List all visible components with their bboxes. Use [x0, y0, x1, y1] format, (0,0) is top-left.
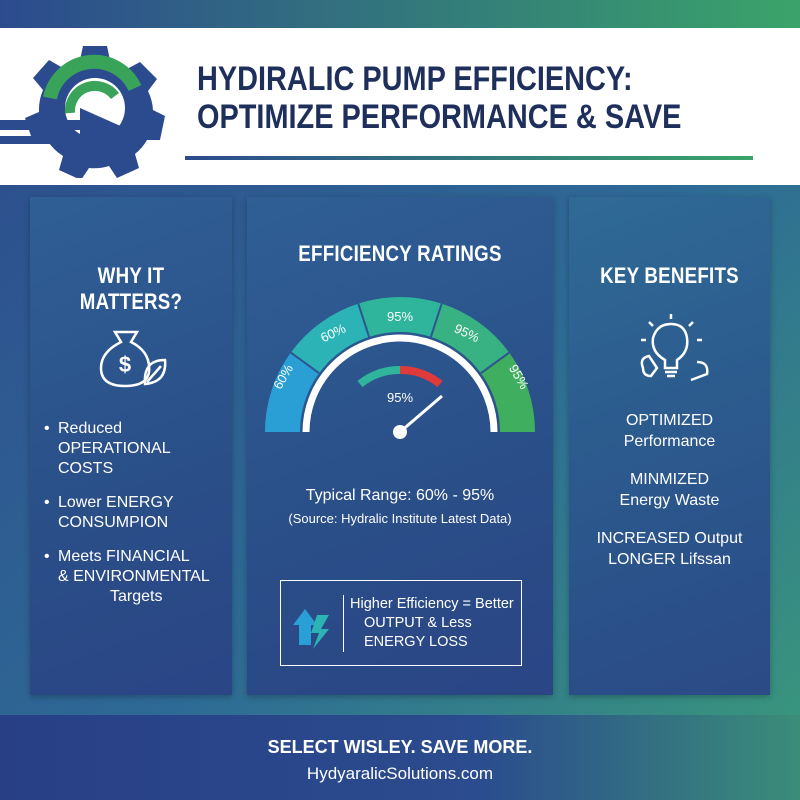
gauge-center-label: 95%	[387, 390, 413, 405]
benefit-line: LONGER Lifssan	[608, 551, 731, 568]
callout-text: Higher Efficiency = Better OUTPUT & Less…	[343, 595, 528, 652]
benefit: MINMIZED Energy Waste	[569, 469, 770, 511]
benefit: OPTIMIZED Performance	[569, 410, 770, 452]
right-panel: KEY BENEFITS OPTIMIZED Performance MINMI…	[569, 197, 770, 695]
gauge-label: 95%	[387, 309, 413, 324]
bullet: • Meets FINANCIAL & ENVIRONMENTAL Target…	[44, 547, 229, 607]
benefit-line: MINMIZED	[629, 471, 710, 488]
header: HYDIRALIC PUMP EFFICIENCY: OPTIMIZE PERF…	[0, 28, 800, 185]
footer: SELECT WISLEY. SAVE MORE. HydyaralicSolu…	[0, 715, 800, 800]
divider	[185, 156, 753, 160]
title-line: OPTIMIZE PERFORMANCE & SAVE	[197, 98, 682, 136]
benefit-line: OPTIMIZED	[625, 412, 714, 429]
svg-text:$: $	[119, 352, 131, 377]
bullet: • Reduced OPERATIONAL COSTS	[44, 419, 229, 479]
benefit-line: INCREASED Output	[596, 530, 743, 547]
top-bar	[0, 0, 800, 28]
money-icon: $	[99, 330, 167, 388]
bulb-icon	[640, 314, 709, 382]
benefit-line: Energy Waste	[619, 492, 720, 509]
callout-line: Higher Efficiency = Better	[350, 596, 514, 612]
callout-icon	[293, 609, 329, 649]
bullet-line: COSTS	[58, 460, 114, 477]
middle-panel: EFFICIENCY RATINGS 60% 60% 95% 95% 95% 9…	[247, 197, 553, 695]
bullet-line: Lower ENERGY	[58, 494, 174, 511]
callout-line: OUTPUT & Less	[364, 615, 472, 631]
bullet-line: CONSUMPION	[58, 514, 169, 531]
title-line: HYDIRALIC PUMP EFFICIENCY:	[197, 60, 633, 98]
source: (Source: Hydralic Institute Latest Data)	[288, 511, 512, 526]
bullet-list: • Reduced OPERATIONAL COSTS • Lower ENER…	[44, 419, 229, 607]
bullet-line: Targets	[110, 588, 163, 605]
typical-range: Typical Range: 60% - 95%	[305, 487, 495, 504]
panel-title: EFFICIENCY RATINGS	[298, 241, 502, 266]
bullet: • Lower ENERGY CONSUMPION	[44, 493, 229, 533]
left-panel: WHY IT MATTERS? $ • Reduced OPERATIONAL …	[30, 197, 232, 695]
bullet-line: Reduced OPERATIONAL	[58, 420, 171, 457]
bullet-line: & ENVIRONMENTAL	[58, 568, 210, 585]
gauge: 60% 60% 95% 95% 95% 95%	[265, 296, 535, 439]
benefit: INCREASED Output LONGER Lifssan	[569, 528, 770, 570]
callout-box: Higher Efficiency = Better OUTPUT & Less…	[280, 580, 522, 666]
website[interactable]: HydyaralicSolutions.com	[306, 764, 494, 783]
title: HYDIRALIC PUMP EFFICIENCY: OPTIMIZE PERF…	[197, 60, 681, 136]
tagline: SELECT WISLEY. SAVE MORE.	[267, 737, 533, 757]
panel-title: KEY BENEFITS	[600, 263, 739, 288]
bullet-line: Meets FINANCIAL	[58, 548, 190, 565]
callout-line: ENERGY LOSS	[364, 634, 468, 650]
benefit-line: Performance	[623, 433, 716, 450]
panel-title: WHY IT MATTERS?	[79, 263, 183, 314]
benefit-list: OPTIMIZED Performance MINMIZED Energy Wa…	[569, 410, 770, 570]
logo	[0, 46, 165, 178]
